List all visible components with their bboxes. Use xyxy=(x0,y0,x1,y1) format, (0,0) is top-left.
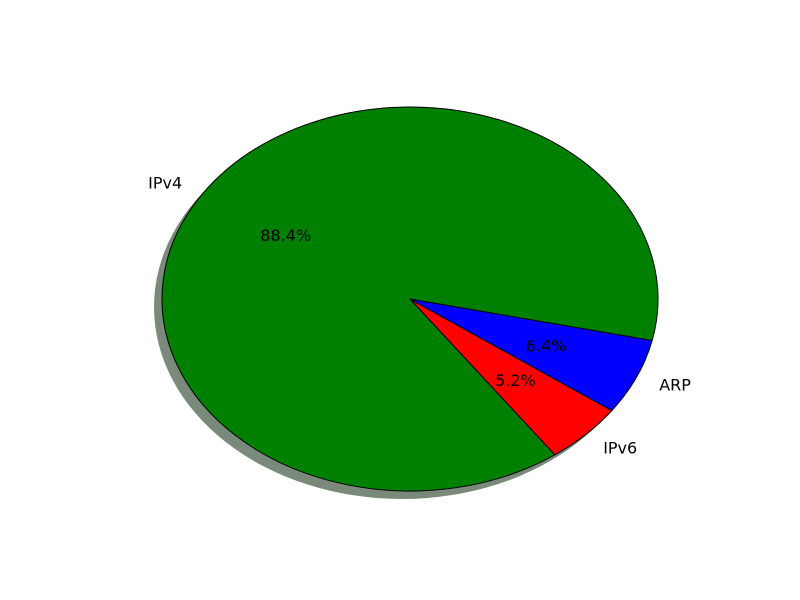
pie-labels: 88.4% IPv4 5.2% IPv6 6.4% ARP xyxy=(148,173,691,457)
pie-category-label-arp: ARP xyxy=(659,376,691,395)
pie-slice-arp xyxy=(409,298,653,412)
pie-pct-label-ipv4: 88.4% xyxy=(260,226,311,245)
pie-slices xyxy=(161,106,659,492)
pie-pct-label-arp: 6.4% xyxy=(526,336,567,355)
pie-category-label-ipv6: IPv6 xyxy=(603,439,637,458)
pie-category-label-ipv4: IPv4 xyxy=(148,173,182,192)
pie-pct-label-ipv6: 5.2% xyxy=(495,371,536,390)
